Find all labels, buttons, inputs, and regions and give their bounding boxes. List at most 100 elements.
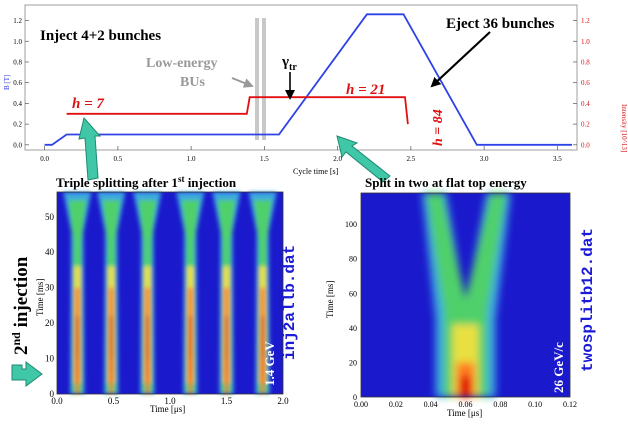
left-y-tick-label: 40 bbox=[45, 247, 55, 257]
right-y-tick-label: 80 bbox=[349, 255, 357, 264]
low-energy-label-1: Low-energy bbox=[146, 56, 218, 71]
left-x-tick-label: 1.5 bbox=[221, 396, 233, 406]
left-x-tick-label: 2.0 bbox=[277, 396, 289, 406]
right-x-tick-label: 0.10 bbox=[528, 400, 542, 409]
left-bunch bbox=[97, 192, 126, 394]
top-y-tick-label: 0.6 bbox=[13, 79, 22, 87]
label-h84: h = 84 bbox=[431, 109, 446, 146]
right-y-tick-label: 20 bbox=[349, 358, 357, 367]
left-x-tick-label: 1.0 bbox=[164, 396, 176, 406]
left-y-tick-label: 0 bbox=[50, 389, 55, 399]
left-energy-label: 1.4 GeV bbox=[262, 341, 277, 386]
left-x-tick-label: 0.5 bbox=[108, 396, 120, 406]
title-inject: Inject 4+2 bunches bbox=[40, 28, 161, 44]
left-bunch bbox=[212, 192, 241, 394]
left-file-label: inj2allb.dat bbox=[281, 245, 299, 360]
top-y-axis-label-right: Intensity [10^13] bbox=[620, 104, 628, 152]
top-x-axis-label: Cycle time [s] bbox=[293, 167, 339, 176]
top-y-tick-label-right: 0.0 bbox=[581, 141, 590, 149]
label-h7: h = 7 bbox=[72, 96, 104, 112]
top-y-axis-label-left: B [T] bbox=[3, 75, 11, 90]
right-y-tick-label: 40 bbox=[349, 324, 357, 333]
right-x-tick-label: 0.12 bbox=[563, 400, 577, 409]
left-bunch bbox=[133, 192, 162, 394]
top-y-tick-label-right: 0.8 bbox=[581, 58, 590, 66]
top-x-tick-label: 3.0 bbox=[480, 155, 489, 163]
top-x-tick-label: 2.0 bbox=[333, 155, 342, 163]
right-x-tick-label: 0.06 bbox=[459, 400, 473, 409]
right-y-tick-label: 60 bbox=[349, 289, 357, 298]
right-heatmap bbox=[361, 193, 570, 397]
top-plot: 0.0 0.5 1.0 1.5 2.0 2.5 3.0 3.5 0.0 0.2 0.4 0.6 0.8… bbox=[3, 4, 628, 176]
top-x-tick-label: 0.5 bbox=[114, 155, 123, 163]
top-x-ticks: 0.0 0.5 1.0 1.5 2.0 2.5 3.0 3.5 bbox=[40, 146, 562, 163]
top-x-tick-label: 1.0 bbox=[187, 155, 196, 163]
right-y-axis-label: Time [ms] bbox=[325, 281, 335, 318]
left-bunch bbox=[248, 192, 277, 394]
left-x-axis-label: Time [μs] bbox=[150, 404, 185, 414]
right-y-tick-label: 0 bbox=[353, 393, 357, 402]
right-panel-title: Split in two at flat top energy bbox=[365, 175, 527, 190]
top-y-tick-label: 0.4 bbox=[13, 100, 22, 108]
left-x-tick-label: 0.0 bbox=[51, 396, 63, 406]
gamma-tr-label: γtr bbox=[281, 54, 297, 73]
right-x-ticks: 0.00 0.02 0.04 0.06 0.08 0.10 0.12 bbox=[354, 400, 577, 409]
top-y-tick-label: 0.2 bbox=[13, 121, 22, 129]
title-eject: Eject 36 bunches bbox=[446, 16, 554, 32]
right-bunch-group bbox=[422, 193, 511, 397]
left-panel-title: Triple splitting after 1st injection bbox=[56, 174, 237, 190]
right-x-tick-label: 0.00 bbox=[354, 400, 368, 409]
top-y-tick-label-right: 0.2 bbox=[581, 121, 590, 129]
left-y-tick-label: 10 bbox=[45, 354, 55, 364]
top-x-tick-label: 1.5 bbox=[260, 155, 269, 163]
left-x-ticks: 0.0 0.5 1.0 1.5 2.0 bbox=[51, 396, 289, 406]
right-energy-label: 26 GeV/c bbox=[551, 342, 566, 393]
right-x-tick-label: 0.08 bbox=[493, 400, 507, 409]
top-y-ticks-left: 0.0 0.2 0.4 0.6 0.8 1.0 1.2 bbox=[13, 17, 29, 149]
left-bunch-group bbox=[63, 192, 277, 394]
left-y-ticks: 0 10 20 30 40 50 bbox=[45, 212, 55, 399]
top-x-tick-label: 2.5 bbox=[406, 155, 415, 163]
low-energy-bar-2 bbox=[262, 18, 266, 140]
right-file-label: twosplitb12.dat bbox=[579, 228, 597, 372]
teal-arrow-flat-top bbox=[336, 135, 391, 183]
top-x-tick-label: 0.0 bbox=[40, 155, 49, 163]
teal-arrow-first-injection bbox=[78, 116, 102, 181]
right-x-tick-label: 0.02 bbox=[389, 400, 403, 409]
top-y-tick-label: 1.2 bbox=[13, 17, 22, 25]
left-heatmap-bg bbox=[57, 192, 283, 394]
top-y-tick-label: 1.0 bbox=[13, 38, 22, 46]
right-x-tick-label: 0.04 bbox=[424, 400, 438, 409]
teal-arrow-second-injection bbox=[11, 361, 43, 387]
low-energy-bar-1 bbox=[255, 18, 259, 140]
left-heatmap-frame bbox=[56, 191, 284, 395]
top-y-ticks-right: 0.0 0.2 0.4 0.6 0.8 1.0 1.2 bbox=[573, 17, 590, 149]
eject-arrow bbox=[430, 31, 491, 88]
right-heatmap-frame bbox=[360, 192, 571, 398]
top-y-tick-label: 0.8 bbox=[13, 58, 22, 66]
harmonic-series bbox=[66, 96, 409, 125]
low-energy-label-2: BUs bbox=[180, 75, 205, 90]
top-plot-frame bbox=[24, 4, 578, 151]
left-bunch bbox=[63, 192, 92, 394]
right-y-tick-label: 100 bbox=[345, 220, 357, 229]
low-energy-arrow bbox=[231, 77, 254, 88]
top-y-tick-label: 0.0 bbox=[13, 141, 22, 149]
left-y-tick-label: 20 bbox=[45, 318, 55, 328]
second-injection-label: 2nd injection bbox=[9, 256, 32, 355]
top-y-tick-label-right: 1.0 bbox=[581, 38, 590, 46]
b-field-series bbox=[44, 13, 572, 146]
left-y-tick-label: 30 bbox=[45, 283, 55, 293]
left-heatmap bbox=[57, 192, 283, 394]
label-h21: h = 21 bbox=[346, 82, 385, 98]
top-y-tick-label-right: 1.2 bbox=[581, 17, 590, 25]
top-y-tick-label-right: 0.6 bbox=[581, 79, 590, 87]
right-y-ticks: 0 20 40 60 80 100 bbox=[345, 220, 357, 402]
top-x-tick-label: 3.5 bbox=[553, 155, 562, 163]
left-bunch bbox=[176, 192, 205, 394]
left-y-axis-label: Time [ms] bbox=[35, 279, 45, 316]
top-y-tick-label-right: 0.4 bbox=[581, 100, 590, 108]
right-panel: Split in two at flat top energy 0.00 0.02… bbox=[325, 175, 597, 418]
left-y-tick-label: 50 bbox=[45, 212, 55, 222]
left-panel: Triple splitting after 1st injection 0.0… bbox=[9, 174, 299, 414]
